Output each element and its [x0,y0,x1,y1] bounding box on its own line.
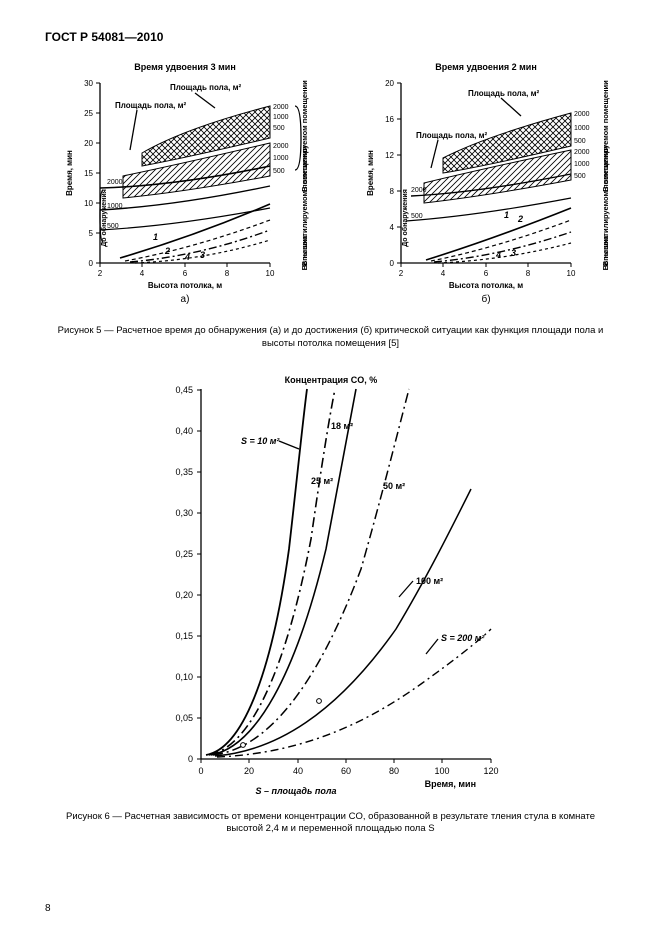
svg-text:1000: 1000 [273,114,289,121]
svg-text:0,20: 0,20 [175,590,193,600]
svg-text:Время, мин: Время, мин [366,150,375,196]
svg-text:50 м²: 50 м² [383,481,405,491]
svg-text:0,40: 0,40 [175,426,193,436]
svg-text:40: 40 [292,766,302,776]
svg-text:Вспышка: Вспышка [601,235,610,271]
svg-text:1000: 1000 [574,125,590,132]
svg-text:2000: 2000 [273,104,289,111]
svg-text:500: 500 [273,125,285,132]
svg-text:1000: 1000 [273,155,289,162]
figure6: Концентрация CO, % 0 0,05 0,10 0,15 0,20… [45,369,616,799]
page-number: 8 [45,903,51,914]
svg-text:0: 0 [187,754,192,764]
svg-text:2000: 2000 [574,149,590,156]
svg-text:500: 500 [107,223,119,230]
xlabel-a: Высота потолка, м [148,281,222,290]
svg-text:3: 3 [200,250,205,260]
svg-text:0,10: 0,10 [175,672,193,682]
svg-text:25: 25 [84,109,93,118]
svg-text:0,45: 0,45 [175,385,193,395]
svg-text:Вспышка: Вспышка [300,235,309,271]
svg-text:20: 20 [243,766,253,776]
svg-text:2: 2 [517,214,523,224]
chart-a: Время удвоения 3 мин 0 5 10 15 20 25 30 … [45,58,315,313]
svg-text:0: 0 [89,259,94,268]
svg-text:0,05: 0,05 [175,713,193,723]
svg-text:500: 500 [574,173,586,180]
svg-text:500: 500 [574,138,586,145]
area-label-a2: Площадь пола, м² [115,101,187,110]
chart-b-title: Время удвоения 2 мин [435,62,537,72]
svg-text:4: 4 [495,250,501,260]
area-label-a1: Площадь пола, м² [170,83,242,92]
svg-text:2000: 2000 [411,187,427,194]
svg-text:16: 16 [385,115,394,124]
svg-text:120: 120 [483,766,498,776]
svg-text:18 м²: 18 м² [331,421,353,431]
svg-text:Площадь пола, м²: Площадь пола, м² [416,131,488,140]
svg-text:a): a) [181,294,190,305]
svg-text:6: 6 [183,269,188,278]
svg-text:2: 2 [164,246,170,256]
svg-text:30: 30 [84,79,93,88]
svg-text:3: 3 [511,248,516,258]
svg-text:5: 5 [89,229,94,238]
svg-text:15: 15 [84,169,93,178]
svg-text:12: 12 [385,151,394,160]
svg-text:8: 8 [526,269,531,278]
svg-text:0: 0 [390,259,395,268]
svg-text:0,15: 0,15 [175,631,193,641]
svg-text:4: 4 [140,269,145,278]
doc-header: ГОСТ Р 54081—2010 [45,30,616,44]
svg-text:6: 6 [484,269,489,278]
svg-text:Концентрация CO, %: Концентрация CO, % [284,375,377,385]
svg-text:2: 2 [399,269,404,278]
svg-text:10: 10 [266,269,275,278]
chart-a-title: Время удвоения 3 мин [134,62,236,72]
svg-text:100: 100 [434,766,449,776]
svg-text:8: 8 [225,269,230,278]
svg-text:4: 4 [441,269,446,278]
svg-text:2000: 2000 [273,143,289,150]
svg-text:1000: 1000 [574,161,590,168]
svg-text:S = 10 м²: S = 10 м² [241,436,280,446]
svg-text:Высота потолка, м: Высота потолка, м [449,281,523,290]
ylabel-a: Время, мин [65,150,74,196]
svg-text:10: 10 [567,269,576,278]
svg-text:1: 1 [153,232,158,242]
figure5-row: Время удвоения 3 мин 0 5 10 15 20 25 30 … [45,58,616,313]
svg-text:S – площадь пола: S – площадь пола [255,786,336,796]
fig5-caption: Рисунок 5 — Расчетное время до обнаружен… [55,325,606,351]
svg-text:500: 500 [411,213,423,220]
svg-text:20: 20 [84,139,93,148]
chart-b: Время удвоения 2 мин 0 4 8 12 16 20 2 4 … [346,58,616,313]
svg-text:0,35: 0,35 [175,467,193,477]
svg-text:10: 10 [84,199,93,208]
svg-text:2000: 2000 [574,111,590,118]
svg-text:2000: 2000 [107,179,123,186]
svg-text:25 м²: 25 м² [311,476,333,486]
svg-text:2: 2 [98,269,103,278]
svg-text:8: 8 [390,187,395,196]
svg-text:0,25: 0,25 [175,549,193,559]
svg-text:4: 4 [390,223,395,232]
svg-text:До обнаружения: До обнаружения [401,189,409,247]
svg-text:До обнаружения: До обнаружения [100,189,108,247]
fig6-caption: Рисунок 6 — Расчетная зависимость от вре… [55,811,606,837]
svg-text:0,30: 0,30 [175,508,193,518]
svg-text:0: 0 [198,766,203,776]
svg-text:Площадь пола, м²: Площадь пола, м² [468,89,540,98]
svg-text:100 м²: 100 м² [416,576,443,586]
svg-text:Время, мин: Время, мин [424,779,475,789]
svg-text:б): б) [481,293,490,305]
svg-text:80: 80 [388,766,398,776]
svg-text:1: 1 [504,210,509,220]
svg-text:20: 20 [385,79,394,88]
svg-text:4: 4 [184,252,190,262]
svg-text:500: 500 [273,168,285,175]
svg-text:60: 60 [340,766,350,776]
svg-text:S = 200 м²: S = 200 м² [441,633,485,643]
svg-text:1000: 1000 [107,203,123,210]
